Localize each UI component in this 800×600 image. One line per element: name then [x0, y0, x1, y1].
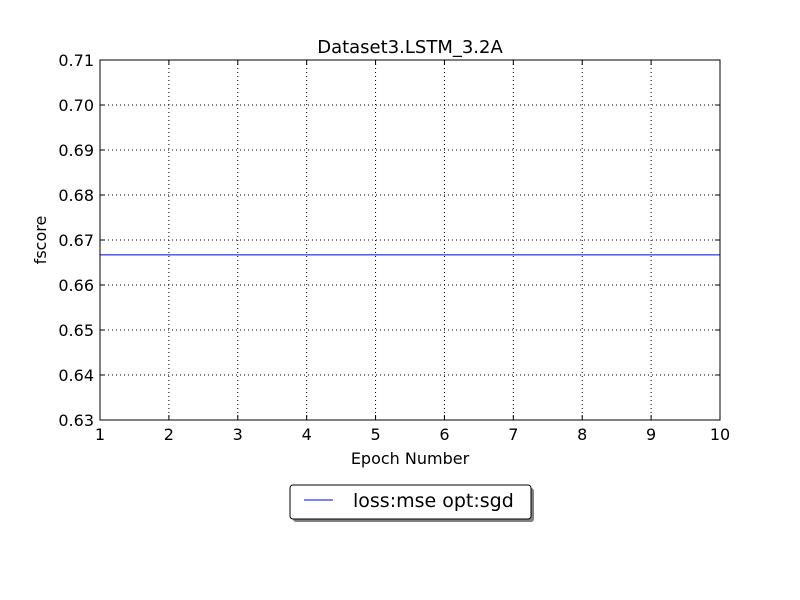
x-tick-label: 7: [508, 425, 518, 444]
legend-box: [289, 484, 532, 520]
x-tick-label: 2: [164, 425, 174, 444]
x-tick-label: 3: [233, 425, 243, 444]
legend-label: loss:mse opt:sgd: [353, 490, 514, 512]
y-tick-label: 0.63: [58, 411, 94, 430]
x-tick-label: 5: [370, 425, 380, 444]
x-tick-label: 8: [577, 425, 587, 444]
x-tick-label: 10: [710, 425, 730, 444]
y-axis-tick-labels: 0.63 0.64 0.65 0.66 0.67 0.68 0.69 0.70 0.71: [58, 51, 94, 430]
y-tick-label: 0.64: [58, 366, 94, 385]
grid: [99, 59, 721, 421]
y-tick-label: 0.65: [58, 321, 94, 340]
ticks: [99, 59, 721, 421]
y-tick-label: 0.67: [58, 231, 94, 250]
chart-title: Dataset3.LSTM_3.2A: [317, 37, 503, 58]
y-tick-label: 0.69: [58, 141, 94, 160]
x-tick-label: 1: [95, 425, 105, 444]
y-tick-label: 0.68: [58, 186, 94, 205]
y-tick-label: 0.70: [58, 96, 94, 115]
x-tick-label: 6: [439, 425, 449, 444]
x-tick-label: 4: [302, 425, 312, 444]
y-tick-label: 0.66: [58, 276, 94, 295]
x-axis-tick-labels: 1 2 3 4 5 6 7 8 9 10: [95, 425, 730, 444]
legend: loss:mse opt:sgd: [289, 484, 534, 522]
y-axis-label: fscore: [31, 216, 50, 265]
x-tick-label: 9: [646, 425, 656, 444]
y-tick-label: 0.71: [58, 51, 94, 70]
x-axis-label: Epoch Number: [351, 449, 470, 468]
